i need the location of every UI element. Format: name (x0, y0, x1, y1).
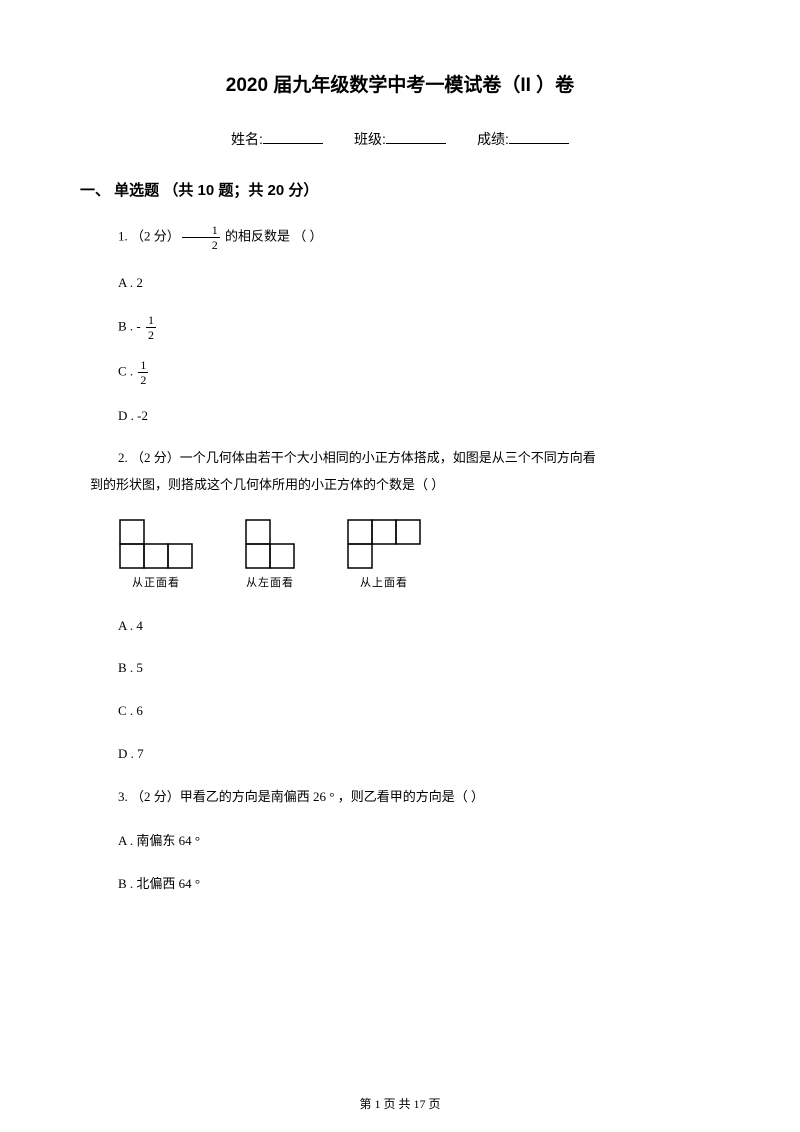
fig-left-svg (244, 518, 296, 570)
q3-option-a: A . 南偏东 64 ° (118, 829, 710, 854)
q1-option-b: B . - 12 (118, 314, 710, 341)
q3-option-b: B . 北偏西 64 ° (118, 872, 710, 897)
q2-option-a: A . 4 (118, 614, 710, 639)
q1-option-a: A . 2 (118, 271, 710, 296)
q1-option-c: C . 12 (118, 359, 710, 386)
fig-top-svg (346, 518, 422, 570)
q1-stem-pre: 1. （2 分） (118, 228, 180, 243)
q1-optc-frac: 12 (138, 359, 148, 386)
score-blank (509, 130, 569, 144)
fig-left: 从左面看 (244, 518, 296, 590)
section-header: 一、 单选题 （共 10 题；共 20 分） (80, 179, 710, 200)
name-blank (263, 130, 323, 144)
class-label: 班级: (354, 131, 386, 147)
name-label: 姓名: (231, 131, 263, 147)
fig-front: 从正面看 (118, 518, 194, 590)
question-3: 3. （2 分）甲看乙的方向是南偏西 26 ° ，则乙看甲的方向是（ ） (90, 785, 710, 810)
q1-option-d: D . -2 (118, 404, 710, 429)
q2-option-c: C . 6 (118, 699, 710, 724)
q2-figures: 从正面看 从左面看 从上面看 (118, 518, 710, 590)
fig-front-svg (118, 518, 194, 570)
question-2-line1: 2. （2 分）一个几何体由若干个大小相同的小正方体搭成，如图是从三个不同方向看 (90, 446, 710, 471)
score-label: 成绩: (477, 131, 509, 147)
info-row: 姓名: 班级: 成绩: (90, 129, 710, 149)
fig-top-label: 从上面看 (346, 574, 422, 590)
q2-option-b: B . 5 (118, 656, 710, 681)
fig-top: 从上面看 (346, 518, 422, 590)
page-footer: 第 1 页 共 17 页 (0, 1095, 800, 1112)
q1-stem-post: 的相反数是 （ ） (222, 228, 323, 243)
fig-left-label: 从左面看 (244, 574, 296, 590)
q1-optb-frac: 12 (146, 314, 156, 341)
q2-option-d: D . 7 (118, 742, 710, 767)
q1-frac: 12 (182, 224, 220, 251)
class-blank (386, 130, 446, 144)
fig-front-label: 从正面看 (118, 574, 194, 590)
question-2-line2: 到的形状图，则搭成这个几何体所用的小正方体的个数是（ ） (90, 473, 710, 498)
page-title: 2020 届九年级数学中考一模试卷（II ）卷 (90, 70, 710, 97)
question-1: 1. （2 分）12 的相反数是 （ ） (90, 224, 710, 251)
